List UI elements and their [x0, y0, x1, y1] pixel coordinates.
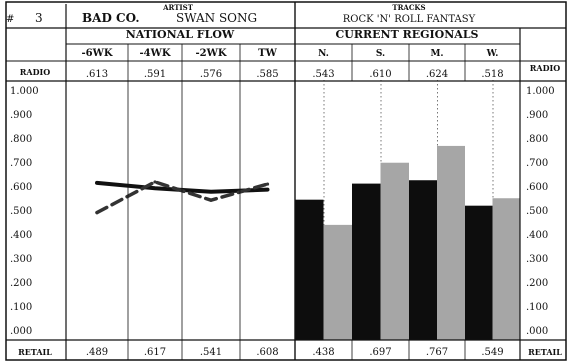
- y-tick-label-left: .300: [10, 254, 32, 265]
- radio-trend-point: [153, 186, 157, 190]
- outer-border: [5, 1, 567, 361]
- regional-column-header: W.: [486, 49, 499, 59]
- regional-bar-w-radio: [465, 205, 493, 340]
- regional-retail-value: .767: [426, 347, 448, 358]
- regional-bars: [295, 145, 520, 340]
- y-tick-label-left: .400: [10, 230, 32, 241]
- regional-radio-value: .624: [426, 69, 448, 80]
- regional-radio-value: .543: [312, 69, 334, 80]
- chart-frame: [5, 1, 567, 361]
- current-regionals-title: CURRENT REGIONALS: [336, 28, 479, 41]
- regional-bar-m-retail: [437, 145, 465, 340]
- y-tick-label-right: .900: [526, 110, 548, 121]
- regional-column-header: M.: [430, 49, 443, 59]
- national-trend-lines: [95, 180, 270, 215]
- y-tick-label-left: .600: [10, 182, 32, 193]
- retail-trend-line: [95, 180, 270, 215]
- retail-trend-point: [209, 198, 213, 202]
- y-tick-label-right: .100: [526, 302, 548, 313]
- y-tick-label-right: .400: [526, 230, 548, 241]
- national-retail-value: .489: [86, 347, 108, 358]
- retail-trend-point: [95, 211, 99, 215]
- regional-bar-m-radio: [409, 180, 437, 340]
- rank-symbol: #: [6, 14, 14, 25]
- artist-caption: ARTIST: [162, 3, 194, 12]
- regional-column-header: S.: [376, 49, 385, 59]
- national-radio-value: .576: [200, 69, 222, 80]
- retail-trend-point: [153, 180, 157, 184]
- national-column-header: -4WK: [139, 48, 170, 59]
- regional-retail-value: .549: [481, 347, 503, 358]
- radio-trend-point: [209, 190, 213, 194]
- national-radio-value: .613: [86, 69, 108, 80]
- retail-trend-point: [265, 182, 270, 186]
- national-retail-value: .608: [256, 347, 278, 358]
- grid-lines: [323, 80, 494, 225]
- regional-radio-value: .610: [369, 69, 391, 80]
- y-tick-label-left: .200: [10, 278, 32, 289]
- record-label: SWAN SONG: [176, 11, 257, 25]
- national-column-header: -6WK: [81, 48, 112, 59]
- regional-retail-value: .697: [369, 347, 391, 358]
- regional-bar-n-radio: [295, 199, 324, 340]
- regional-retail-value: .438: [312, 347, 334, 358]
- y-tick-label-left: .900: [10, 110, 32, 121]
- regional-radio-value: .518: [481, 69, 503, 80]
- y-tick-label-right: .700: [526, 158, 548, 169]
- regional-bar-w-retail: [492, 198, 520, 340]
- radio-label-right: RADIO: [530, 63, 561, 73]
- regional-bar-s-radio: [352, 183, 381, 340]
- national-retail-value: .617: [144, 347, 166, 358]
- radio-trend-point: [265, 188, 270, 192]
- y-tick-label-right: .500: [526, 206, 548, 217]
- y-tick-label-right: 1.000: [526, 86, 555, 97]
- national-retail-value: .541: [200, 347, 222, 358]
- radio-trend-point: [95, 181, 99, 185]
- y-tick-label-right: .000: [526, 326, 548, 337]
- regional-bar-s-retail: [380, 162, 409, 340]
- regional-bar-n-retail: [323, 224, 352, 340]
- tracks-caption: TRACKS: [392, 3, 425, 12]
- value-labels: 1.000 1.000 .900 .900 .800 .800 .700 .700 .600 .6…: [10, 48, 555, 358]
- y-tick-label-left: .800: [10, 134, 32, 145]
- national-flow-title: NATIONAL FLOW: [126, 28, 235, 41]
- y-tick-label-left: .000: [10, 326, 32, 337]
- rank-number: 3: [35, 11, 43, 25]
- y-tick-label-right: .300: [526, 254, 548, 265]
- y-tick-label-right: .200: [526, 278, 548, 289]
- national-radio-value: .585: [256, 69, 278, 80]
- y-tick-label-right: .600: [526, 182, 548, 193]
- y-tick-label-left: .700: [10, 158, 32, 169]
- national-column-header: -2WK: [195, 48, 226, 59]
- national-column-header: TW: [258, 48, 277, 59]
- regional-column-header: N.: [318, 49, 329, 59]
- y-tick-label-left: 1.000: [10, 86, 39, 97]
- retail-label-right: RETAIL: [528, 347, 562, 357]
- track-title: ROCK 'N' ROLL FANTASY: [343, 14, 476, 25]
- retail-label-left: RETAIL: [18, 347, 52, 357]
- radio-label-left: RADIO: [20, 67, 51, 77]
- y-tick-label-left: .100: [10, 302, 32, 313]
- artist-name: BAD CO.: [82, 11, 140, 25]
- national-radio-value: .591: [144, 69, 166, 80]
- y-tick-label-left: .500: [10, 206, 32, 217]
- y-tick-label-right: .800: [526, 134, 548, 145]
